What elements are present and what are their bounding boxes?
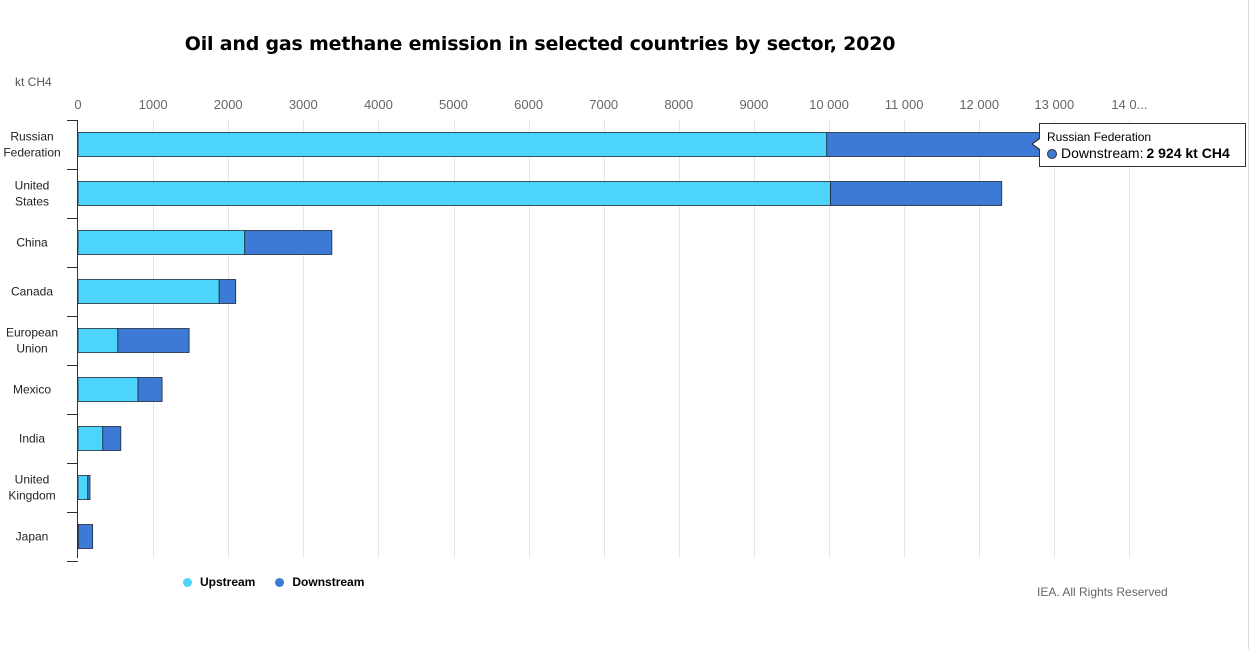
tooltip-series-dot	[1047, 148, 1057, 159]
x-tick-label: 5000	[439, 97, 468, 112]
bar-upstream	[77, 132, 828, 157]
tooltip-row: Downstream: 2 924 kt CH4	[1047, 146, 1238, 161]
bar-downstream	[102, 426, 122, 451]
legend-item-downstream[interactable]: Downstream	[275, 575, 364, 589]
bar-upstream	[77, 230, 246, 255]
category-label: China	[16, 236, 48, 250]
x-tick-label: 2000	[214, 97, 243, 112]
x-tick-label: 9000	[739, 97, 768, 112]
bar-downstream	[244, 230, 333, 255]
bar-downstream	[218, 279, 237, 304]
category-label: Russian	[10, 130, 53, 144]
bars	[77, 132, 1047, 549]
category-label: Federation	[3, 146, 60, 160]
legend-swatch-downstream	[275, 577, 285, 587]
legend-label-downstream: Downstream	[292, 575, 365, 589]
bar-upstream	[77, 181, 831, 206]
tooltip-value: 2 924 kt CH4	[1146, 145, 1230, 161]
x-tick-label: 13 000	[1034, 97, 1074, 112]
x-tick-label: 14 0...	[1111, 97, 1147, 112]
x-tick-label: 7000	[589, 97, 618, 112]
bar-downstream	[117, 328, 190, 353]
tooltip-header: Russian Federation	[1047, 130, 1152, 144]
x-tick-label: 0	[74, 97, 81, 112]
category-label: United	[15, 473, 50, 487]
x-axis-ticks: 0 1000 2000 3000 4000 5000 6000 7000 8000 9000 10 …	[74, 97, 1147, 112]
category-label: United	[15, 179, 50, 193]
category-label: Mexico	[13, 383, 51, 397]
bar-upstream	[77, 475, 89, 500]
legend-item-upstream[interactable]: Upstream	[183, 575, 255, 589]
category-label: Japan	[16, 530, 49, 544]
bar-upstream	[77, 377, 139, 402]
bar-upstream	[77, 279, 220, 304]
x-tick-label: 3000	[289, 97, 318, 112]
category-label: Union	[16, 342, 47, 356]
category-axis	[67, 120, 78, 562]
x-tick-label: 11 000	[885, 97, 924, 112]
bar-downstream	[137, 377, 163, 402]
frame-border	[1248, 0, 1249, 649]
x-tick-label: 10 000	[809, 97, 849, 112]
chart-title: Oil and gas methane emission in selected…	[184, 33, 896, 55]
bar-downstream	[830, 181, 1003, 206]
bar-upstream	[77, 426, 104, 451]
bar-downstream	[87, 475, 91, 500]
category-label: Canada	[11, 285, 53, 299]
category-label: Kingdom	[8, 489, 55, 503]
legend: Upstream Downstream	[183, 575, 364, 589]
category-labels: Russian Federation United States China Canada…	[3, 130, 60, 544]
x-tick-label: 6000	[514, 97, 543, 112]
category-label: States	[15, 195, 49, 209]
tooltip-series: Downstream:	[1061, 145, 1144, 161]
category-label: India	[19, 432, 45, 446]
x-tick-label: 8000	[664, 97, 693, 112]
axis-unit-label: kt CH4	[15, 75, 52, 89]
x-tick-label: 12 000	[959, 97, 999, 112]
legend-swatch-upstream	[183, 577, 192, 587]
tooltip: Russian Federation Downstream: 2 924 kt …	[1031, 123, 1246, 167]
x-tick-label: 4000	[364, 97, 393, 112]
legend-label-upstream: Upstream	[200, 575, 256, 589]
bar-downstream	[77, 524, 94, 549]
bar-downstream	[826, 132, 1047, 157]
credits: IEA. All Rights Reserved	[1037, 585, 1168, 599]
x-tick-label: 1000	[139, 97, 168, 112]
bar-upstream	[77, 328, 119, 353]
category-label: European	[6, 326, 58, 340]
